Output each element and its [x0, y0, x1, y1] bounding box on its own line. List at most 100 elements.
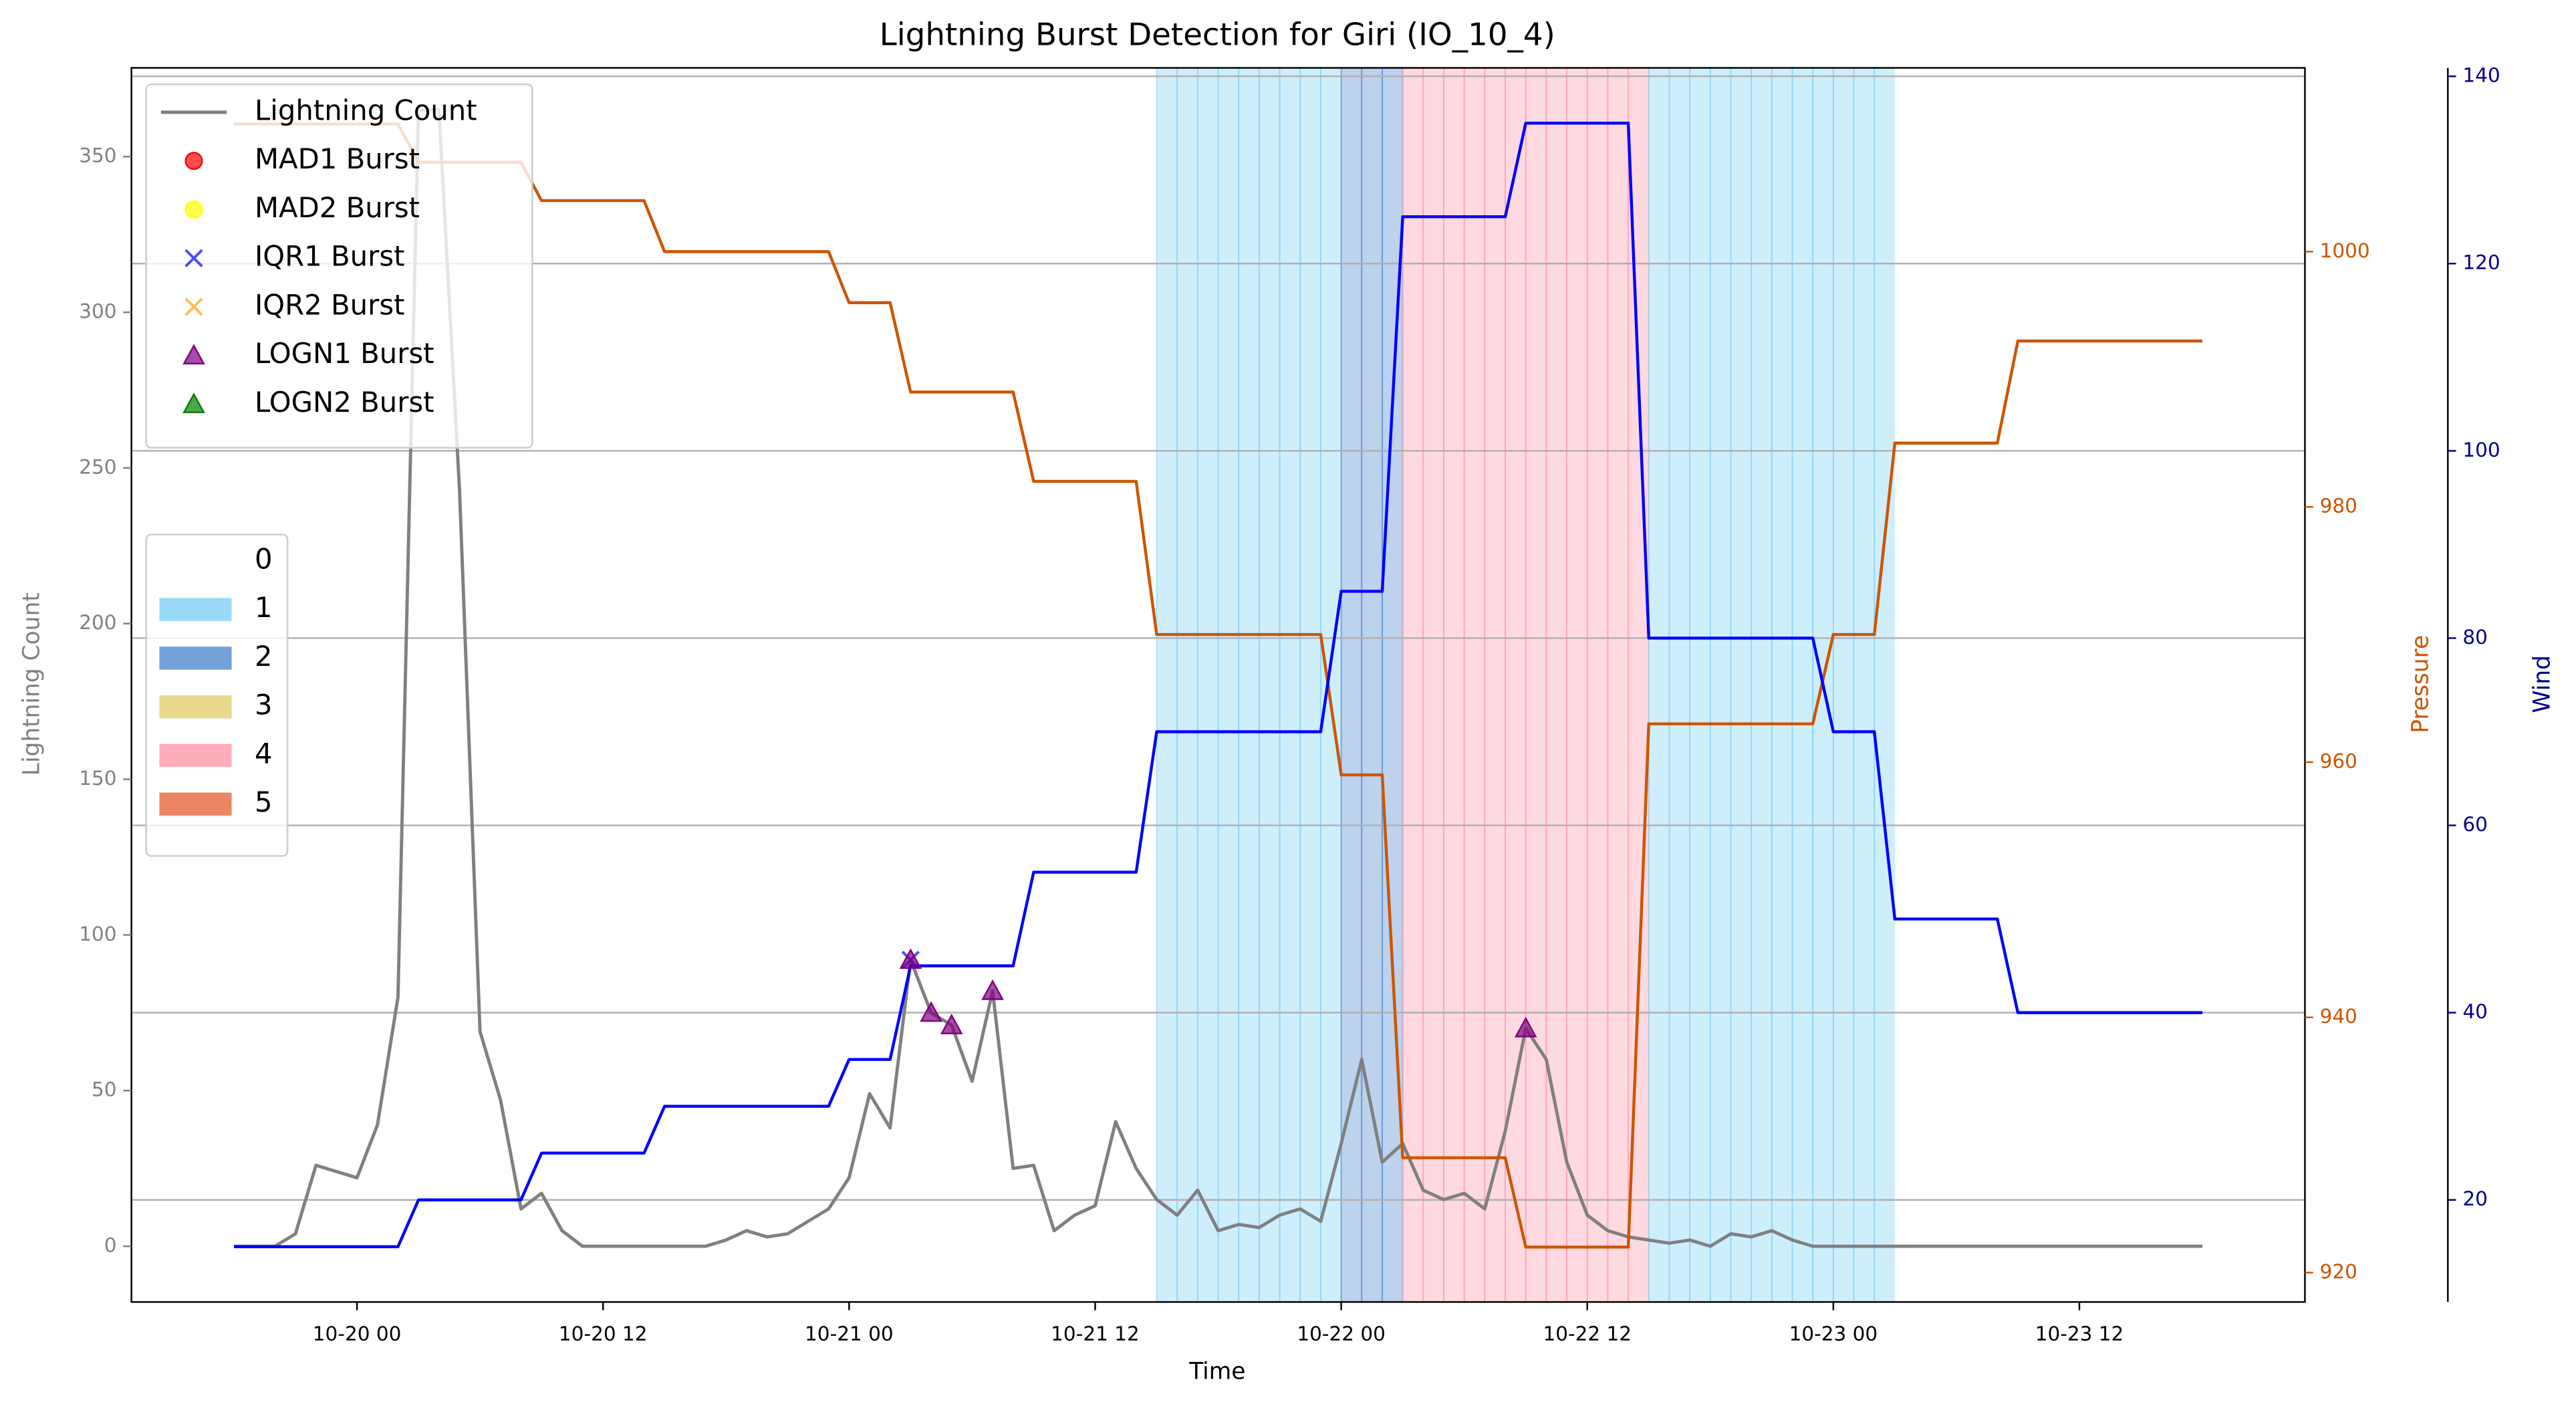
intensity-band	[1607, 67, 1630, 1303]
intensity-band	[1238, 67, 1260, 1303]
y3-tick-label: 20	[2462, 1187, 2488, 1210]
x-tick-label: 10-23 12	[2035, 1322, 2124, 1345]
intensity-band	[1832, 67, 1855, 1303]
legend-marker	[184, 249, 203, 267]
intensity-band	[992, 67, 1014, 1303]
y3-axis-label: Wind	[2529, 655, 2555, 713]
x-tick-label: 10-21 00	[805, 1322, 894, 1345]
y-tick-label: 100	[79, 923, 116, 945]
lines	[234, 108, 2203, 1249]
intensity-band	[1196, 67, 1219, 1303]
y-tick-label: 300	[79, 300, 116, 323]
intensity-band	[2079, 67, 2101, 1303]
y2-tick-label: 960	[2320, 749, 2357, 772]
burst-marker	[1514, 1016, 1537, 1038]
y-tick-label: 350	[79, 144, 116, 167]
y3-tick-label: 120	[2462, 251, 2500, 274]
series-line	[234, 108, 2203, 1248]
burst-marker	[920, 1001, 942, 1022]
intensity-band	[2119, 67, 2142, 1303]
intensity-band	[1361, 67, 1383, 1303]
intensity-band	[1566, 67, 1588, 1303]
legend-marker	[184, 200, 203, 219]
intensity-band	[1525, 67, 1547, 1303]
intensity-band	[1012, 67, 1035, 1303]
x-tick-label: 10-23 00	[1789, 1322, 1878, 1345]
x-tick-label: 10-21 12	[1051, 1322, 1140, 1345]
intensity-band	[2181, 67, 2204, 1303]
intensity-band	[910, 67, 932, 1303]
intensity-band	[1935, 67, 1957, 1303]
x-tick-label: 10-22 12	[1543, 1322, 1632, 1345]
intensity-band	[1771, 67, 1793, 1303]
y2-tick-label: 1000	[2320, 239, 2370, 262]
legend-patch	[159, 743, 232, 768]
intensity-band	[1976, 67, 1999, 1303]
intensity-band	[1115, 67, 1137, 1303]
y-tick-label: 0	[104, 1234, 117, 1257]
intensity-band	[1751, 67, 1773, 1303]
intensity-band	[971, 67, 994, 1303]
intensity-band	[1135, 67, 1158, 1303]
intensity-band	[1258, 67, 1281, 1303]
intensity-band	[2058, 67, 2080, 1303]
intensity-band	[1299, 67, 1321, 1303]
series-line	[234, 121, 2203, 1248]
legend-label: IQR1 Burst	[255, 240, 405, 273]
y3-tick-label: 100	[2462, 439, 2500, 461]
intensity-band	[2140, 67, 2162, 1303]
intensity-band	[1176, 67, 1198, 1303]
legend-label: Lightning Count	[255, 94, 477, 126]
intensity-band	[1914, 67, 1937, 1303]
intensity-band	[622, 67, 645, 1303]
legend-patch	[159, 695, 232, 719]
plot-frame	[130, 67, 2306, 1303]
intensity-band	[1586, 67, 1609, 1303]
legend-label: 2	[255, 640, 273, 673]
intensity-band	[745, 67, 768, 1303]
burst-marker	[899, 948, 922, 969]
legend-label: LOGN2 Burst	[255, 386, 434, 419]
y-axis-label: Lightning Count	[19, 592, 45, 776]
intensity-band	[2099, 67, 2121, 1303]
chart-title: Lightning Burst Detection for Giri (IO_1…	[880, 17, 1555, 53]
intensity-band	[1279, 67, 1301, 1303]
legend-label: IQR2 Burst	[255, 288, 405, 321]
intensity-band	[848, 67, 871, 1303]
legend-marker	[184, 298, 203, 316]
legend-label: LOGN1 Burst	[255, 337, 434, 370]
intensity-band	[541, 67, 563, 1303]
x-tick-label: 10-20 12	[559, 1322, 648, 1345]
y2-tick-label: 920	[2320, 1260, 2357, 1283]
intensity-band	[1505, 67, 1527, 1303]
intensity-band	[704, 67, 727, 1303]
intensity-band	[1791, 67, 1814, 1303]
intensity-band	[1894, 67, 1916, 1303]
intensity-band	[1628, 67, 1650, 1303]
legend-patch	[159, 598, 232, 621]
intensity-band	[1484, 67, 1507, 1303]
y3-tick-label: 80	[2462, 626, 2488, 649]
intensity-band	[1668, 67, 1691, 1303]
intensity-band	[869, 67, 891, 1303]
y-tick-label: 200	[79, 611, 116, 634]
legends: Lightning Count MAD1 Burst MAD2 Burst IQR1 …	[145, 83, 533, 857]
intensity-band	[950, 67, 973, 1303]
intensity-band	[2017, 67, 2039, 1303]
intensity-band	[1053, 67, 1075, 1303]
intensity-band	[1094, 67, 1117, 1303]
intensity-band	[889, 67, 912, 1303]
intensity-band	[2037, 67, 2060, 1303]
y3-tick-label: 60	[2462, 813, 2488, 836]
intensity-band	[827, 67, 850, 1303]
y-tick-label: 150	[79, 767, 116, 790]
legend-label: MAD2 Burst	[255, 191, 420, 224]
intensity-band	[1648, 67, 1670, 1303]
intensity-band	[1997, 67, 2019, 1303]
series-line	[234, 122, 2203, 1249]
legend-patch	[159, 550, 231, 572]
y2-tick-label: 940	[2320, 1005, 2357, 1028]
legend-patch	[159, 792, 232, 816]
